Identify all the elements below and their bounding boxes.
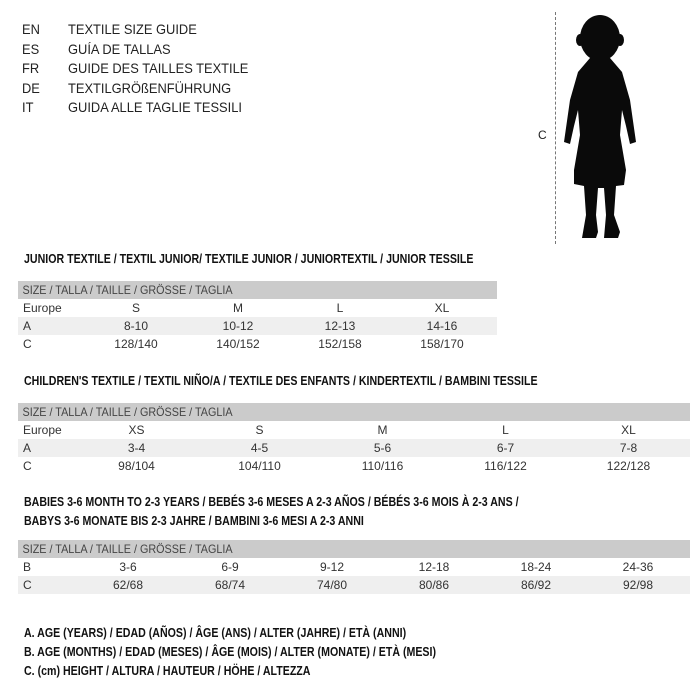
table-cell: 92/98 [622, 578, 654, 592]
table-cell: 6-9 [221, 560, 239, 574]
table-cell: 86/92 [520, 578, 552, 592]
table-cell: 128/140 [114, 337, 158, 351]
size-header-label: SIZE / TALLA / TAILLE / GRÖSSE / TAGLIA [22, 405, 233, 419]
row-label: C [23, 337, 32, 351]
table-cell: 18-24 [520, 560, 552, 574]
row-label: Europe [23, 301, 62, 315]
table-cell: 116/122 [484, 459, 527, 473]
row-label: B [23, 560, 32, 574]
language-line-it: IT GUIDA ALLE TAGLIE TESSILI [22, 97, 242, 117]
table-cell: XL [434, 301, 450, 315]
table-cell: M [233, 301, 243, 315]
language-title: TEXTILE SIZE GUIDE [68, 21, 197, 37]
table-row: C 128/140 140/152 152/158 158/170 [18, 335, 497, 353]
legend-c: C. (cm) HEIGHT / ALTURA / HAUTEUR / HÖHE… [24, 664, 311, 678]
language-line-fr: FR GUIDE DES TAILLES TEXTILE [22, 58, 248, 78]
table-cell: 140/152 [216, 337, 260, 351]
junior-title: JUNIOR TEXTILE / TEXTIL JUNIOR/ TEXTILE … [24, 252, 474, 266]
child-silhouette-icon [564, 15, 636, 238]
height-measure-label: C [538, 128, 547, 142]
table-cell: 10-12 [222, 319, 254, 333]
table-cell: 3-4 [127, 441, 146, 455]
table-cell: 24-36 [622, 560, 654, 574]
table-cell: XL [621, 423, 636, 437]
table-cell: 80/86 [418, 578, 450, 592]
row-label: C [23, 578, 32, 592]
table-cell: 7-8 [619, 441, 638, 455]
size-header-label: SIZE / TALLA / TAILLE / GRÖSSE / TAGLIA [22, 283, 233, 297]
table-cell: 4-5 [250, 441, 269, 455]
table-cell: 12-18 [418, 560, 450, 574]
table-cell: 62/68 [112, 578, 144, 592]
table-row: C 62/68 68/74 74/80 80/86 86/92 92/98 [18, 576, 690, 594]
row-label: C [23, 459, 32, 473]
language-title: GUIDE DES TAILLES TEXTILE [68, 60, 249, 77]
row-label: Europe [23, 423, 62, 437]
children-title: CHILDREN'S TEXTILE / TEXTIL NIÑO/A / TEX… [24, 374, 538, 388]
babies-size-table: SIZE / TALLA / TAILLE / GRÖSSE / TAGLIA B… [18, 540, 690, 594]
height-measure-line [555, 12, 556, 244]
legend-a: A. AGE (YEARS) / EDAD (AÑOS) / ÂGE (ANS)… [24, 626, 407, 640]
table-cell: 158/170 [420, 337, 464, 351]
table-cell: M [377, 423, 388, 437]
table-row: Europe XS S M L XL [18, 421, 690, 439]
table-cell: 3-6 [119, 560, 137, 574]
babies-title-line1: BABIES 3-6 MONTH TO 2-3 YEARS / BEBÉS 3-… [24, 495, 519, 509]
table-cell: L [336, 301, 344, 315]
table-cell: S [255, 423, 264, 437]
table-header: SIZE / TALLA / TAILLE / GRÖSSE / TAGLIA [18, 540, 690, 558]
legend-b: B. AGE (MONTHS) / EDAD (MESES) / ÂGE (MO… [24, 645, 437, 659]
table-cell: 68/74 [214, 578, 246, 592]
junior-size-table: SIZE / TALLA / TAILLE / GRÖSSE / TAGLIA E… [18, 281, 497, 353]
language-line-es: ES GUÍA DE TALLAS [22, 39, 171, 59]
table-row: A 3-4 4-5 5-6 6-7 7-8 [18, 439, 690, 457]
language-line-en: EN TEXTILE SIZE GUIDE [22, 19, 197, 39]
table-cell: 104/110 [238, 459, 281, 473]
table-header: SIZE / TALLA / TAILLE / GRÖSSE / TAGLIA [18, 403, 690, 421]
table-cell: 14-16 [426, 319, 458, 333]
language-code: EN [22, 21, 40, 37]
language-title: GUÍA DE TALLAS [68, 40, 171, 57]
table-row: B 3-6 6-9 9-12 12-18 18-24 24-36 [18, 558, 690, 576]
table-cell: 6-7 [496, 441, 515, 455]
table-row: Europe S M L XL [18, 299, 497, 317]
table-cell: 110/116 [361, 459, 404, 473]
table-cell: 12-13 [324, 319, 356, 333]
babies-title-line2: BABYS 3-6 MONATE BIS 2-3 JAHRE / BAMBINI… [24, 514, 364, 528]
table-cell: 5-6 [373, 441, 392, 455]
table-cell: 8-10 [123, 319, 149, 333]
size-header-label: SIZE / TALLA / TAILLE / GRÖSSE / TAGLIA [22, 542, 233, 556]
table-cell: 152/158 [318, 337, 362, 351]
table-cell: S [131, 301, 140, 315]
children-size-table: SIZE / TALLA / TAILLE / GRÖSSE / TAGLIA E… [18, 403, 690, 475]
language-title: TEXTILGRÖßENFÜHRUNG [68, 79, 232, 96]
language-title: GUIDA ALLE TAGLIE TESSILI [68, 99, 242, 116]
language-code: IT [22, 99, 34, 116]
table-row: A 8-10 10-12 12-13 14-16 [18, 317, 497, 335]
language-code: ES [22, 40, 40, 57]
row-label: A [23, 319, 32, 333]
table-cell: 122/128 [606, 459, 651, 473]
language-code: FR [22, 60, 40, 77]
language-code: DE [22, 79, 40, 96]
table-cell: 74/80 [316, 578, 348, 592]
table-cell: 9-12 [319, 560, 345, 574]
table-cell: L [502, 423, 509, 437]
table-header: SIZE / TALLA / TAILLE / GRÖSSE / TAGLIA [18, 281, 497, 299]
row-label: A [23, 441, 32, 455]
table-cell: XS [128, 423, 145, 437]
language-line-de: DE TEXTILGRÖßENFÜHRUNG [22, 78, 231, 98]
table-row: C 98/104 104/110 110/116 116/122 122/128 [18, 457, 690, 475]
table-cell: 98/104 [118, 459, 155, 473]
